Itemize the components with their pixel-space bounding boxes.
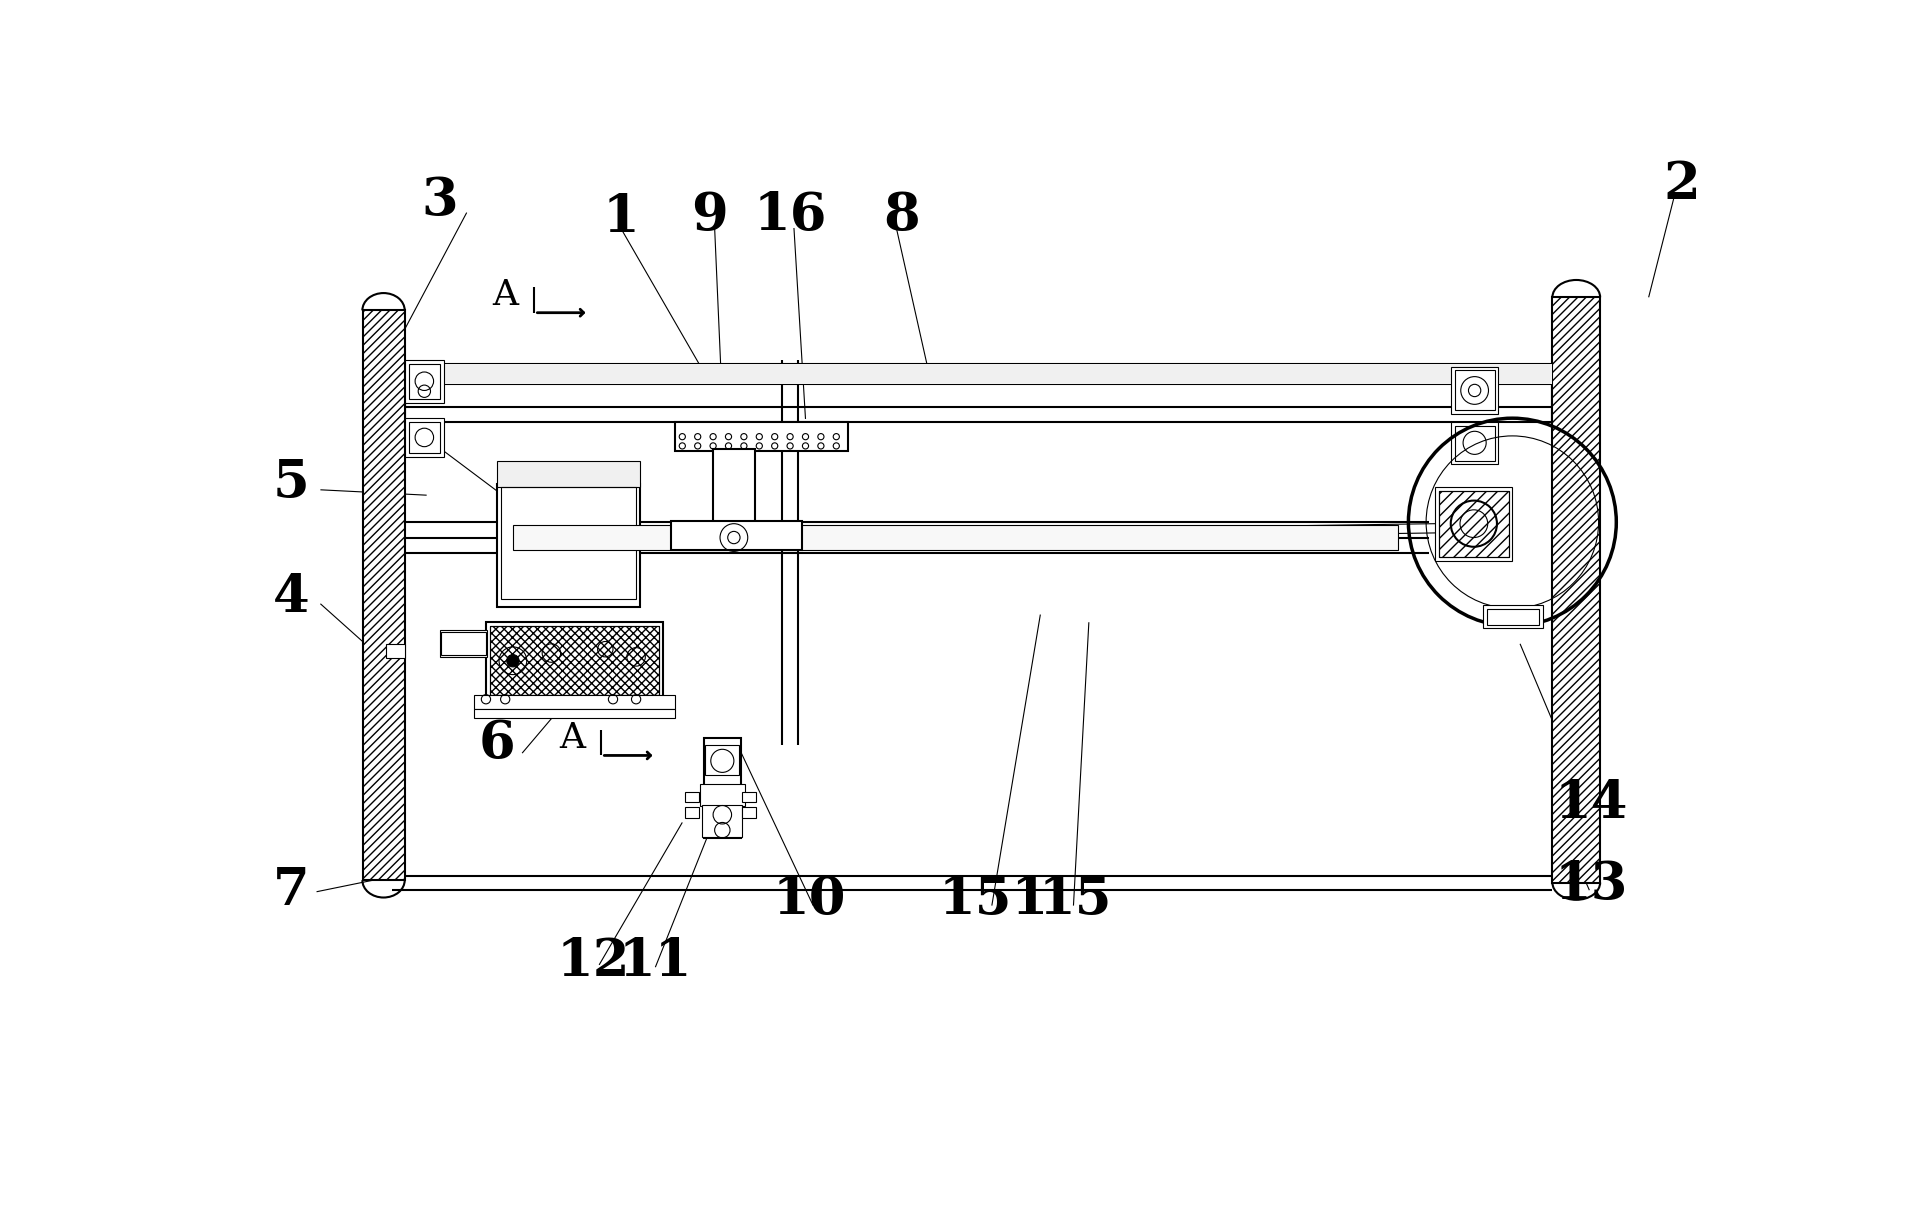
Bar	[405, 361, 443, 403]
Bar	[706, 746, 739, 775]
Bar	[714, 449, 756, 549]
Text: 2: 2	[1663, 159, 1701, 210]
Bar	[491, 626, 659, 695]
Bar	[405, 365, 1552, 384]
Bar	[670, 520, 802, 550]
Text: 15: 15	[1038, 874, 1111, 925]
Bar	[1436, 488, 1512, 560]
Text: 14: 14	[1554, 777, 1628, 829]
Bar	[703, 805, 743, 838]
Bar	[743, 792, 756, 803]
Text: A: A	[493, 278, 517, 311]
Bar	[674, 422, 848, 451]
Bar	[405, 418, 443, 456]
Bar	[704, 737, 741, 838]
Text: 1: 1	[603, 192, 640, 244]
Text: 6: 6	[479, 718, 515, 769]
Text: 9: 9	[691, 191, 727, 241]
Text: 12: 12	[557, 935, 630, 986]
Bar	[1483, 605, 1542, 629]
Text: A: A	[559, 721, 586, 754]
Bar	[363, 310, 405, 880]
Text: 16: 16	[754, 191, 827, 241]
Bar	[409, 422, 439, 453]
Text: 13: 13	[1554, 858, 1628, 910]
Text: 8: 8	[884, 191, 920, 241]
Bar	[1451, 367, 1499, 414]
Circle shape	[727, 531, 741, 543]
Bar	[685, 807, 699, 818]
Bar	[1439, 491, 1508, 556]
Text: 10: 10	[773, 874, 846, 925]
Bar	[1439, 491, 1508, 556]
Bar	[1455, 426, 1495, 461]
Bar	[1487, 610, 1539, 624]
Bar	[439, 630, 487, 657]
Bar	[1552, 297, 1600, 882]
Bar	[475, 710, 674, 718]
Text: 151: 151	[939, 874, 1050, 925]
Text: 3: 3	[422, 175, 458, 226]
Bar	[475, 695, 674, 710]
Text: 11: 11	[619, 935, 693, 986]
Text: 5: 5	[273, 456, 309, 508]
Bar	[701, 783, 745, 805]
Bar	[502, 488, 636, 599]
Text: 4: 4	[273, 572, 309, 623]
Text: 7: 7	[273, 864, 309, 916]
Bar	[498, 484, 640, 607]
Bar	[1455, 371, 1495, 410]
Bar	[491, 626, 659, 695]
Bar	[409, 365, 439, 400]
Bar	[386, 643, 405, 658]
Bar	[1451, 422, 1499, 465]
Bar	[441, 632, 487, 654]
Circle shape	[506, 654, 519, 667]
Bar	[498, 461, 640, 488]
Bar	[487, 623, 662, 699]
Bar	[743, 807, 756, 818]
Bar	[685, 792, 699, 803]
Bar	[514, 525, 1399, 550]
